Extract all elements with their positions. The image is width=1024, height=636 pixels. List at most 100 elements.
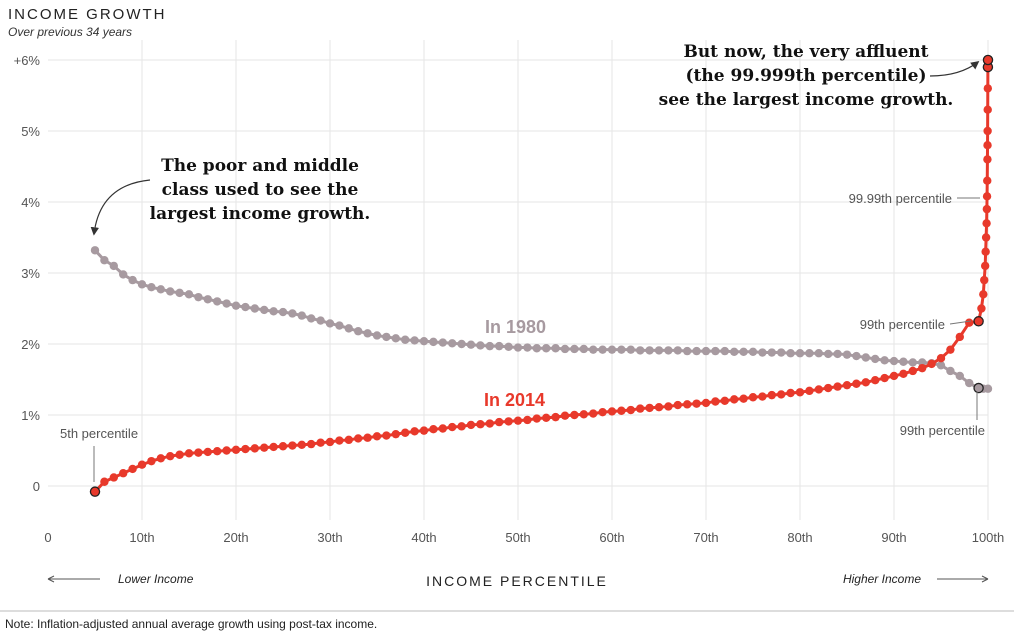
data-point xyxy=(523,343,532,352)
data-point xyxy=(955,332,964,342)
data-point xyxy=(260,305,269,315)
data-point xyxy=(203,447,212,457)
data-point xyxy=(485,419,494,428)
data-point xyxy=(551,344,560,353)
data-point xyxy=(523,415,532,425)
label-99-99th-percentile: 99.99th percentile xyxy=(849,191,952,206)
data-point xyxy=(739,394,748,403)
y-tick-label: 3% xyxy=(21,266,40,281)
data-point xyxy=(983,155,992,164)
data-point xyxy=(542,344,551,353)
data-point xyxy=(401,428,410,437)
data-point xyxy=(777,348,786,357)
data-point xyxy=(852,379,861,388)
data-point xyxy=(166,287,175,296)
data-point xyxy=(673,346,682,355)
data-point xyxy=(871,376,880,385)
data-point xyxy=(683,346,692,356)
data-point xyxy=(109,261,119,271)
data-point xyxy=(495,417,504,427)
data-point xyxy=(983,176,992,185)
annotation-affluent-line-1: But now, the very affluent xyxy=(683,42,928,62)
data-point xyxy=(325,319,335,328)
data-point xyxy=(419,426,429,435)
data-point xyxy=(842,380,852,390)
data-point xyxy=(880,356,889,365)
data-point xyxy=(977,304,986,313)
chart-title: INCOME GROWTH xyxy=(8,6,167,23)
data-point xyxy=(231,445,241,454)
data-point xyxy=(871,354,880,364)
y-tick-label: 4% xyxy=(21,195,40,210)
x-tick-label: 70th xyxy=(693,530,718,545)
data-point xyxy=(683,400,692,409)
data-point xyxy=(438,424,447,433)
data-point xyxy=(147,456,156,466)
data-point xyxy=(419,336,429,346)
data-point xyxy=(495,341,504,351)
data-point xyxy=(297,440,306,450)
data-point xyxy=(626,345,635,354)
data-point xyxy=(570,344,579,354)
data-point xyxy=(194,448,203,457)
lower-income-arrow-head xyxy=(47,575,55,583)
data-point xyxy=(965,378,974,388)
higher-income-label: Higher Income xyxy=(843,572,921,586)
data-point xyxy=(980,261,990,271)
data-point xyxy=(382,332,391,342)
data-point xyxy=(504,342,513,352)
data-point xyxy=(288,441,297,450)
data-point xyxy=(316,316,325,325)
data-point xyxy=(889,356,899,366)
data-point xyxy=(335,436,344,445)
x-tick-label: 20th xyxy=(223,530,248,545)
data-point xyxy=(485,341,494,351)
data-point xyxy=(617,345,626,354)
data-point xyxy=(448,422,457,432)
data-point xyxy=(231,301,241,310)
label-99th-percentile-2014: 99th percentile xyxy=(860,317,945,332)
x-tick-label: 40th xyxy=(411,530,436,545)
data-point xyxy=(598,407,607,417)
data-point xyxy=(824,383,833,393)
data-point xyxy=(833,382,842,391)
data-point xyxy=(354,327,363,336)
data-point xyxy=(979,290,988,299)
data-point xyxy=(429,425,438,434)
data-point xyxy=(222,299,231,308)
data-point xyxy=(429,337,438,347)
x-axis-ticks: 0 10th 20th 30th 40th 50th 60th 70th 80th 90th 100… xyxy=(44,530,1004,545)
highlight-point xyxy=(982,54,994,66)
data-point xyxy=(927,359,936,369)
data-point xyxy=(936,354,946,363)
data-point xyxy=(748,347,758,357)
data-point xyxy=(598,345,607,354)
data-point xyxy=(476,341,485,350)
chart-subtitle: Over previous 34 years xyxy=(8,25,132,39)
data-point xyxy=(579,344,588,354)
data-point xyxy=(476,420,485,429)
data-point xyxy=(701,346,711,356)
x-tick-label: 30th xyxy=(317,530,342,545)
data-point xyxy=(100,256,109,265)
data-point xyxy=(551,412,560,422)
data-point xyxy=(814,385,823,394)
data-point xyxy=(955,371,964,381)
data-point xyxy=(720,396,729,405)
data-point xyxy=(720,346,729,356)
data-point xyxy=(156,285,165,294)
y-tick-label: 5% xyxy=(21,124,40,139)
data-point xyxy=(730,395,739,404)
data-point xyxy=(175,288,184,298)
data-point xyxy=(100,477,109,486)
annotation-poor-middle-line-3: largest income growth. xyxy=(150,204,371,224)
data-point xyxy=(795,388,805,397)
highlight-point xyxy=(973,316,984,327)
x-tick-label: 0 xyxy=(44,530,51,545)
data-point xyxy=(156,454,165,463)
x-axis-title: INCOME PERCENTILE xyxy=(426,573,608,589)
series-line xyxy=(93,58,990,493)
data-point xyxy=(335,321,344,330)
data-point xyxy=(982,192,992,201)
annotation-poor-middle-line-1: The poor and middle xyxy=(161,156,359,176)
